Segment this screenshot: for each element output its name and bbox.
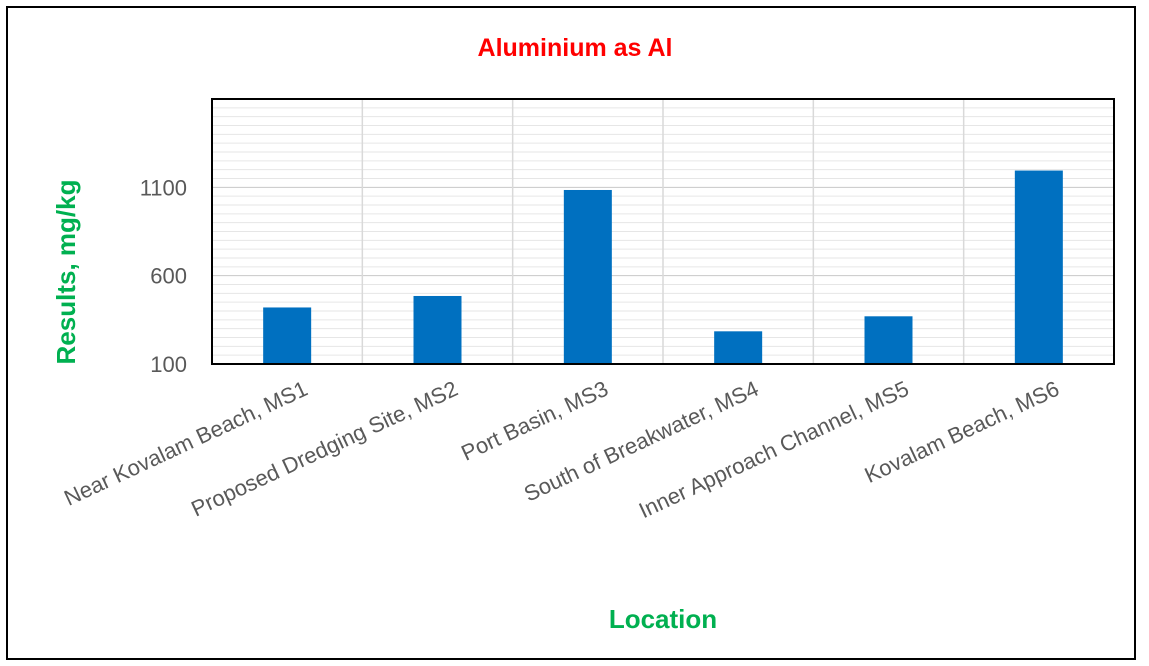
y-tick-label: 100 [150, 352, 187, 377]
bars [263, 170, 1063, 364]
bar [864, 316, 913, 364]
x-tick-label: Proposed Dredging Site, MS2 [187, 376, 461, 522]
x-axis-title: Location [609, 604, 717, 634]
y-tick-labels: 100 600 1100 [140, 175, 187, 377]
bar [413, 295, 462, 364]
bar [563, 189, 612, 364]
chart-title: Aluminium as Al [478, 34, 673, 62]
bar [263, 307, 312, 364]
bar [714, 331, 763, 364]
x-tick-label: South of Breakwater, MS4 [520, 376, 762, 507]
x-tick-label: Near Kovalam Beach, MS1 [60, 376, 311, 511]
y-tick-label: 1100 [140, 175, 187, 200]
y-tick-label: 600 [150, 264, 187, 289]
bar [1014, 170, 1063, 364]
x-tick-label: Inner Approach Channel, MS5 [635, 376, 913, 523]
gridlines [212, 98, 1114, 365]
y-axis-title: Results, mg/kg [51, 180, 81, 365]
plot-area-border [211, 98, 1115, 365]
